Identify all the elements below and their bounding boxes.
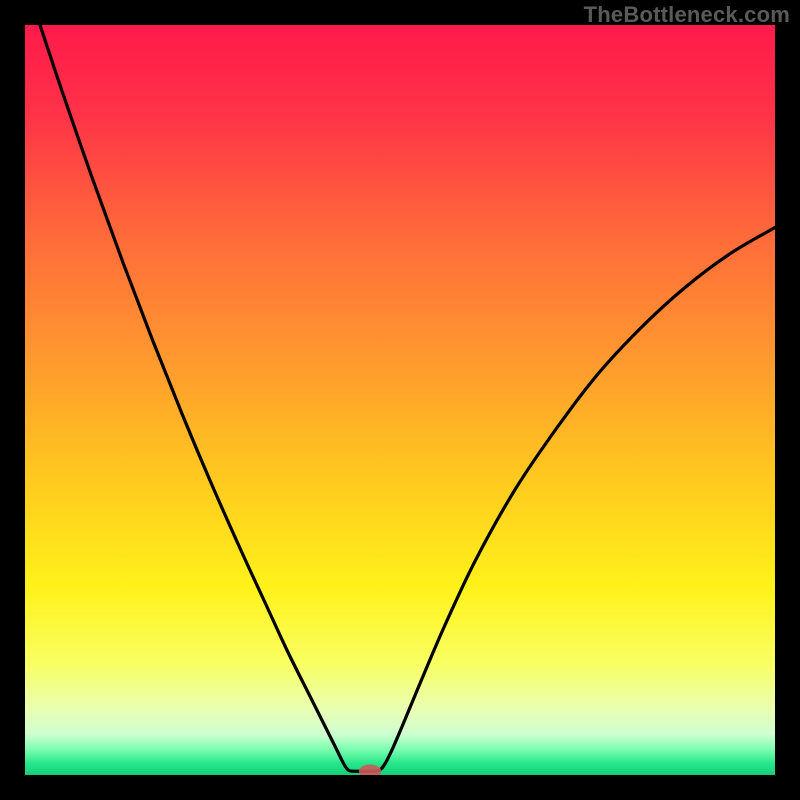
gradient-background	[25, 25, 775, 775]
chart-frame: TheBottleneck.com	[0, 0, 800, 800]
bottleneck-curve-chart	[25, 25, 775, 775]
plot-area	[25, 25, 775, 775]
watermark-text: TheBottleneck.com	[584, 2, 790, 28]
